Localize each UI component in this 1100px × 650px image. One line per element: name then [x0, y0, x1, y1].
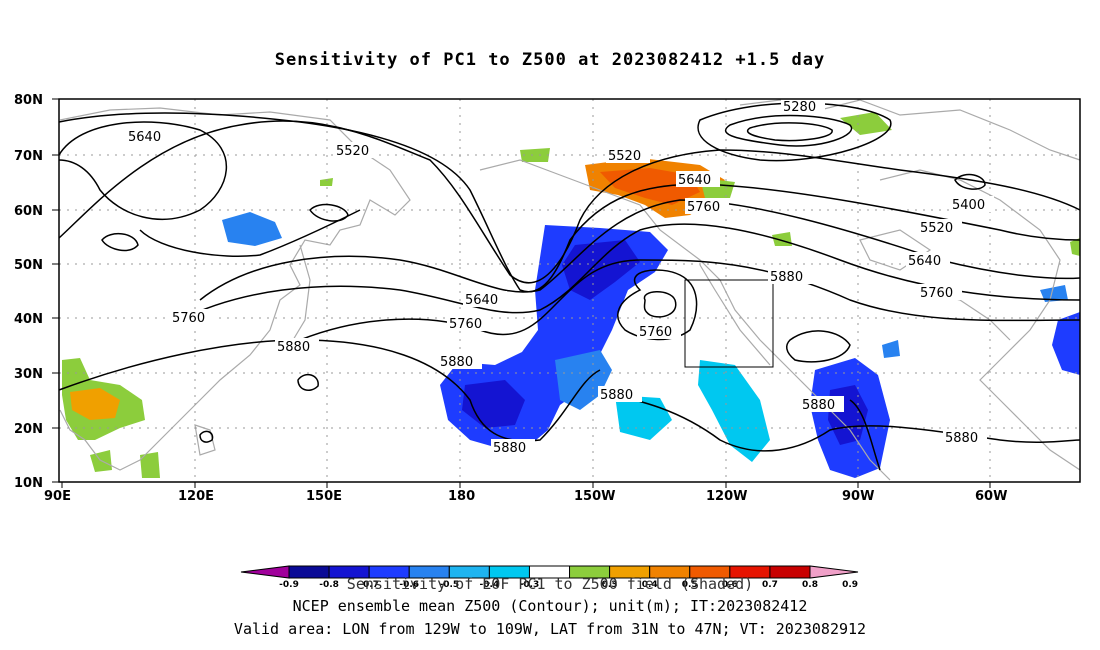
colorbar-label: 0.8 — [802, 580, 818, 590]
positive-sensitivity-edge — [320, 178, 333, 186]
colorbar-label: -0.5 — [439, 580, 459, 590]
footer-line-2: NCEP ensemble mean Z500 (Contour); unit(… — [292, 597, 808, 615]
positive-sensitivity-edge — [1070, 238, 1080, 256]
contour-label: 5880 — [600, 388, 633, 403]
negative-sensitivity-area — [222, 212, 282, 246]
contour-label: 5520 — [608, 149, 641, 164]
lat-label: 80N — [14, 93, 43, 108]
contour-label: 5880 — [440, 355, 473, 370]
positive-sensitivity-core — [600, 168, 700, 205]
lon-label: 120E — [178, 489, 214, 504]
negative-sensitivity-area — [1040, 285, 1068, 302]
contour-label: 5760 — [172, 311, 205, 326]
negative-sensitivity-area — [1052, 312, 1080, 375]
colorbar-label: -0.8 — [319, 580, 339, 590]
latitude-labels: 80N 70N 60N 50N 40N 30N 20N 10N — [14, 93, 43, 491]
lon-label: 90E — [44, 489, 71, 504]
colorbar-label: 0.7 — [762, 580, 778, 590]
longitude-labels: 90E 120E 150E 180 150W 120W 90W 60W — [44, 489, 1007, 504]
contour-label: 5640 — [908, 254, 941, 269]
lat-label: 10N — [14, 476, 43, 491]
colorbar-right-arrow — [809, 565, 859, 579]
lat-label: 20N — [14, 422, 43, 437]
negative-sensitivity-area — [882, 340, 900, 358]
lat-label: 40N — [14, 312, 43, 327]
contour-label: 5760 — [920, 286, 953, 301]
lon-label: 150W — [574, 489, 615, 504]
lat-label: 30N — [14, 367, 43, 382]
colorbar-label: -0.9 — [279, 580, 299, 590]
contour-label: 5760 — [639, 325, 672, 340]
lon-label: 120W — [706, 489, 747, 504]
footer-line-1: Sensitivity of EOF PC1 to Z500 field (Sh… — [346, 575, 754, 593]
contour-label: 5880 — [277, 340, 310, 355]
contour-labels: 5640 5520 5520 5640 5760 5280 5400 5520 … — [126, 98, 994, 456]
positive-sensitivity-edge — [140, 452, 160, 478]
colorbar-label: 0.6 — [722, 580, 738, 590]
colorbar-label: 0.9 — [842, 580, 858, 590]
map-frame — [58, 98, 1081, 483]
colorbar-label: 0.4 — [642, 580, 658, 590]
colorbar: -0.9 -0.8 -0.7 -0.6 -0.5 -0.4 -0.3 0.3 0.4 0.5 0.6… — [240, 565, 859, 590]
lon-label: 180 — [448, 489, 475, 504]
colorbar-label: -0.6 — [399, 580, 419, 590]
contour-label: 5880 — [493, 441, 526, 456]
positive-sensitivity-edge — [520, 148, 550, 162]
contour-label: 5400 — [952, 198, 985, 213]
lat-label: 70N — [14, 149, 43, 164]
colorbar-label: 0.5 — [682, 580, 698, 590]
lon-label: 90W — [842, 489, 874, 504]
colorbar-label: -0.3 — [520, 580, 540, 590]
colorbar-label: -0.4 — [480, 580, 500, 590]
negative-sensitivity-core — [562, 240, 640, 300]
contour-label: 5280 — [783, 100, 816, 115]
negative-sensitivity-area — [698, 360, 770, 462]
lon-label: 60W — [975, 489, 1007, 504]
positive-sensitivity-edge — [840, 112, 892, 135]
positive-sensitivity-core — [70, 388, 120, 420]
contour-label: 5760 — [687, 200, 720, 215]
axis-ticks — [52, 98, 991, 488]
contour-label: 5520 — [920, 221, 953, 236]
contour-label: 5760 — [449, 317, 482, 332]
chart-title: Sensitivity of PC1 to Z500 at 2023082412… — [274, 50, 826, 70]
negative-sensitivity-edge — [555, 350, 612, 410]
lon-label: 150E — [306, 489, 342, 504]
contour-label: 5880 — [802, 398, 835, 413]
footer-line-3: Valid area: LON from 129W to 109W, LAT f… — [233, 620, 867, 638]
colorbar-label: -0.7 — [359, 580, 379, 590]
contour-label: 5640 — [678, 173, 711, 188]
contour-label: 5520 — [336, 144, 369, 159]
contour-label: 5880 — [945, 431, 978, 446]
contour-label: 5640 — [465, 293, 498, 308]
lat-label: 60N — [14, 204, 43, 219]
contour-label: 5880 — [770, 270, 803, 285]
colorbar-label: 0.3 — [602, 580, 618, 590]
valid-area-box — [684, 279, 774, 368]
contour-label: 5640 — [128, 130, 161, 145]
lat-label: 50N — [14, 258, 43, 273]
